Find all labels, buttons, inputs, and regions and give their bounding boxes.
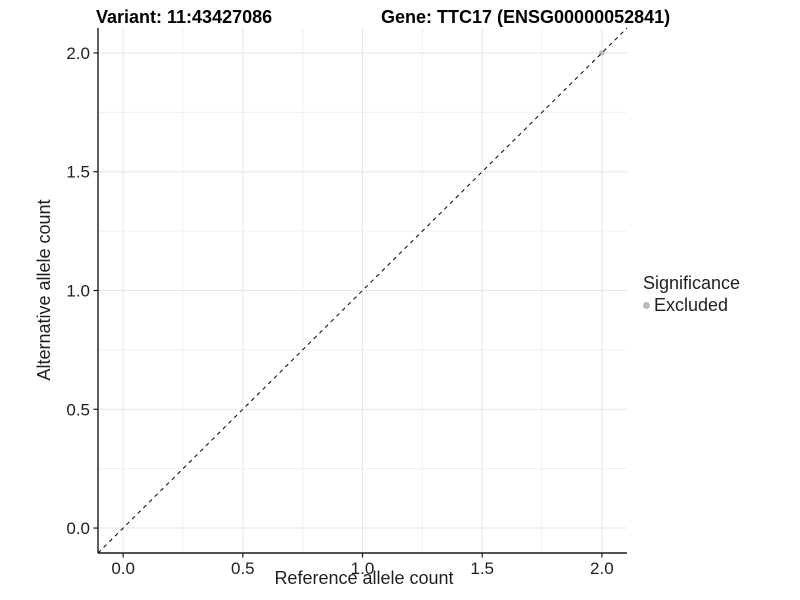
legend-point-icon (643, 301, 650, 309)
y-tick-label: 0.5 (66, 400, 90, 419)
legend-item-excluded: Excluded (643, 295, 793, 315)
y-tick-label: 2.0 (66, 44, 90, 63)
y-tick-label: 1.5 (66, 163, 90, 182)
x-tick-label: 0.5 (231, 559, 255, 578)
x-tick-label: 1.0 (351, 559, 375, 578)
gene-title: Gene: TTC17 (ENSG00000052841) (381, 7, 671, 27)
legend-item-label: Excluded (654, 295, 729, 315)
x-axis-title: Reference allele count (274, 568, 454, 588)
y-axis-title: Alternative allele count (34, 199, 54, 381)
x-tick-label: 0.0 (111, 559, 135, 578)
x-tick-label: 1.5 (470, 559, 494, 578)
legend-title: Significance (643, 273, 741, 293)
y-tick-label: 1.0 (66, 282, 90, 301)
variant-title: Variant: 11:43427086 (96, 7, 273, 27)
y-tick-label: 0.0 (66, 519, 90, 538)
legend: Significance Excluded (643, 273, 793, 315)
x-tick-label: 2.0 (590, 559, 614, 578)
